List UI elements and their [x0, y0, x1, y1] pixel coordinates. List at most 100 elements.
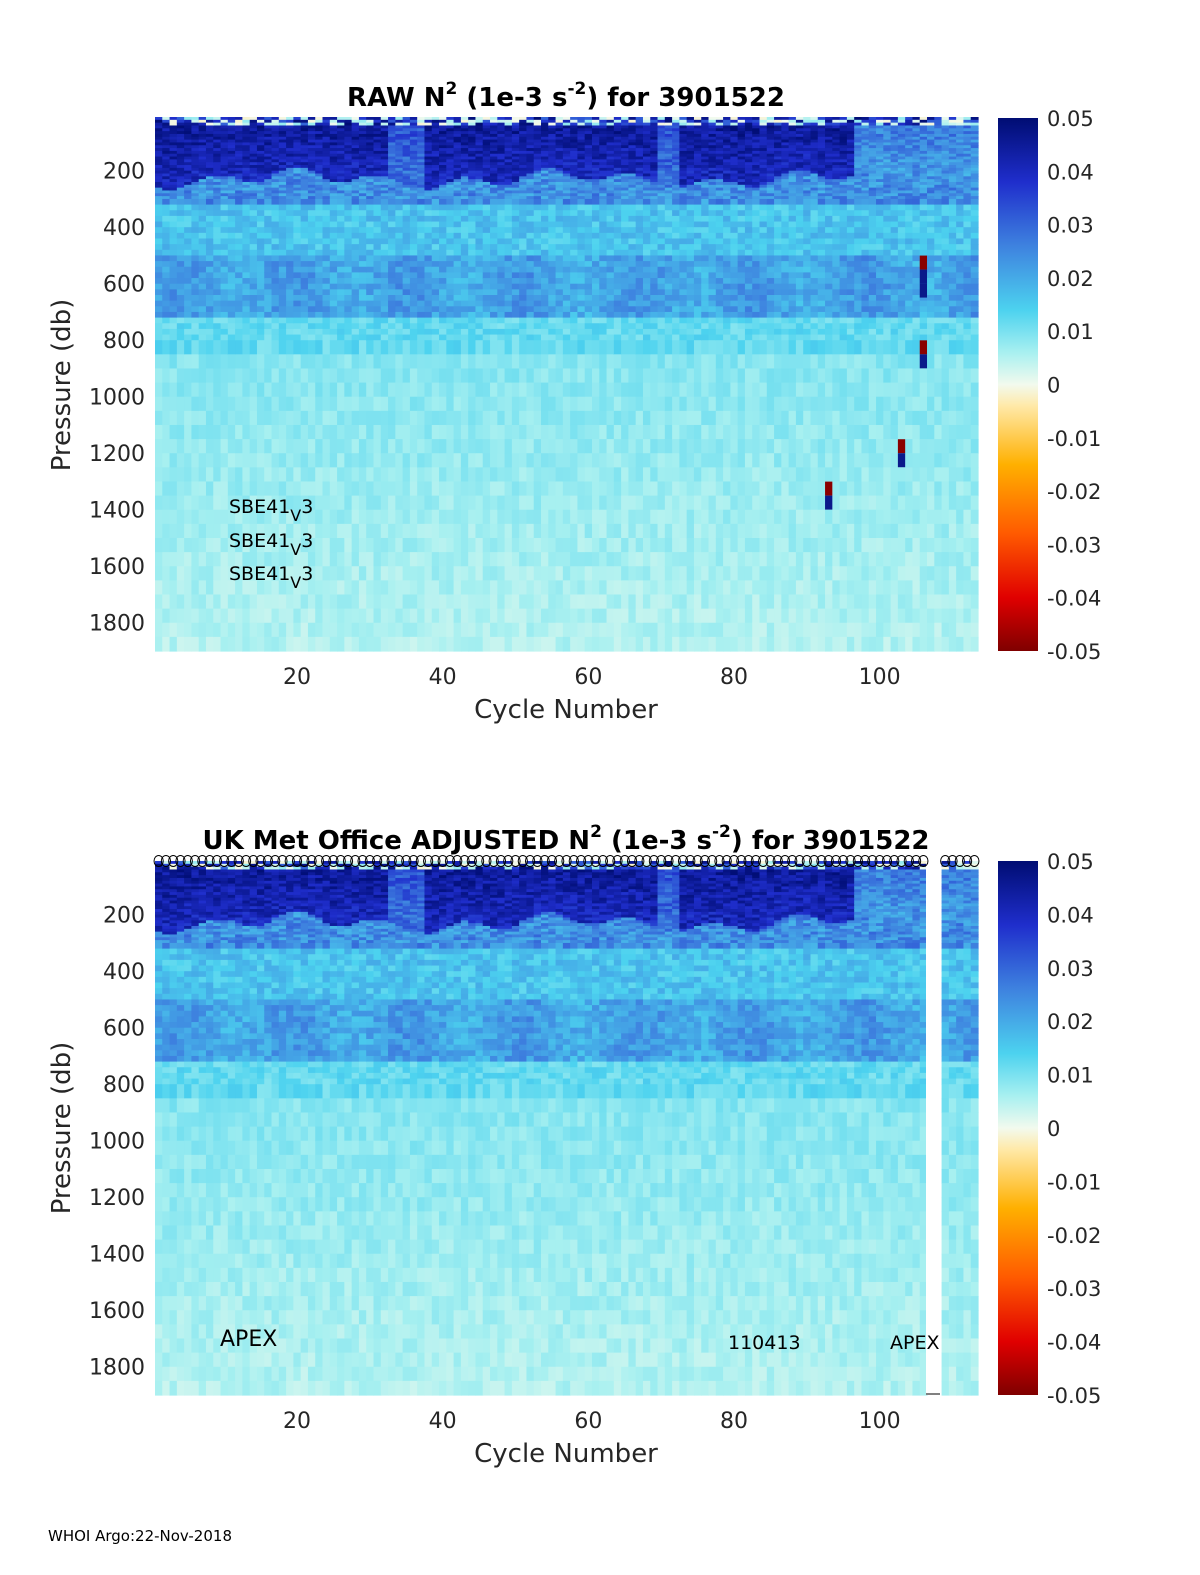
- heatmap-cell: [286, 198, 294, 206]
- heatmap-cell: [599, 176, 608, 180]
- heatmap-cell: [373, 537, 382, 553]
- heatmap-cell: [446, 396, 455, 412]
- heatmap-cell: [439, 396, 447, 412]
- heatmap-cell: [286, 128, 294, 132]
- heatmap-cell: [176, 128, 185, 132]
- heatmap-cell: [169, 306, 178, 313]
- heatmap-cell: [424, 317, 433, 324]
- heatmap-cell: [599, 117, 608, 121]
- heatmap-cell: [446, 210, 455, 217]
- heatmap-cell: [584, 204, 593, 211]
- heatmap-cell: [519, 622, 528, 638]
- heatmap-cell: [482, 552, 491, 567]
- heatmap-cell: [577, 210, 586, 217]
- heatmap-cell: [315, 198, 324, 206]
- heatmap-cell: [541, 156, 549, 160]
- heatmap-cell: [409, 481, 418, 497]
- heatmap-cell: [322, 238, 331, 245]
- heatmap-cell: [380, 117, 389, 121]
- heatmap-cell: [191, 204, 200, 211]
- heatmap-cell: [162, 311, 171, 319]
- heatmap-cell: [511, 142, 520, 146]
- heatmap-cell: [162, 636, 171, 652]
- heatmap-cell: [191, 142, 200, 146]
- heatmap-cell: [278, 187, 287, 192]
- heatmap-cell: [358, 170, 367, 175]
- heatmap-cell: [293, 368, 302, 384]
- heatmap-cell: [227, 295, 236, 302]
- heatmap-cell: [366, 170, 375, 175]
- heatmap-cell: [271, 221, 280, 228]
- heatmap-cell: [191, 481, 200, 497]
- heatmap-cell: [344, 334, 353, 341]
- heatmap-cell: [366, 198, 375, 206]
- heatmap-cell: [562, 179, 571, 183]
- heatmap-cell: [162, 184, 171, 189]
- heatmap-cell: [577, 165, 586, 169]
- heatmap-cell: [504, 552, 513, 567]
- heatmap-cell: [584, 410, 593, 426]
- heatmap-cell: [562, 156, 571, 160]
- heatmap-cell: [213, 139, 222, 144]
- heatmap-cell: [439, 150, 447, 155]
- heatmap-cell: [358, 119, 367, 124]
- heatmap-cell: [606, 221, 615, 228]
- heatmap-cell: [570, 179, 579, 183]
- heatmap-cell: [431, 244, 440, 251]
- heatmap-cell: [490, 190, 498, 194]
- heatmap-cell: [402, 306, 411, 313]
- heatmap-cell: [548, 261, 557, 268]
- heatmap-cell: [439, 139, 447, 144]
- heatmap-cell: [256, 495, 265, 511]
- heatmap-cell: [628, 165, 637, 169]
- heatmap-cell: [497, 176, 506, 180]
- heatmap-cell: [402, 193, 411, 197]
- heatmap-cell: [366, 495, 375, 511]
- heatmap-cell: [482, 145, 491, 149]
- heatmap-cell: [198, 566, 207, 581]
- heatmap-cell: [380, 566, 389, 581]
- heatmap-cell: [548, 354, 557, 370]
- heatmap-cell: [307, 136, 316, 141]
- heatmap-cell: [286, 382, 294, 398]
- heatmap-cell: [249, 289, 258, 296]
- heatmap-cell: [293, 594, 302, 610]
- heatmap-cell: [256, 221, 265, 228]
- heatmap-cell: [460, 119, 469, 124]
- heatmap-cell: [213, 136, 222, 141]
- heatmap-cell: [293, 184, 302, 189]
- heatmap-cell: [591, 323, 600, 330]
- heatmap-cell: [482, 136, 491, 141]
- heatmap-cell: [453, 238, 462, 245]
- heatmap-cell: [358, 184, 367, 189]
- heatmap-cell: [329, 382, 338, 398]
- heatmap-cell: [541, 148, 549, 152]
- heatmap-cell: [490, 261, 498, 268]
- heatmap-cell: [388, 306, 396, 313]
- heatmap-cell: [533, 566, 542, 581]
- heatmap-cell: [562, 227, 571, 234]
- heatmap-cell: [220, 453, 229, 468]
- heatmap-cell: [322, 289, 331, 296]
- heatmap-cell: [162, 139, 171, 144]
- heatmap-cell: [613, 266, 622, 273]
- heatmap-cell: [621, 117, 629, 121]
- heatmap-cell: [431, 453, 440, 468]
- heatmap-cell: [409, 187, 418, 192]
- heatmap-cell: [409, 117, 418, 121]
- heatmap-cell: [526, 317, 535, 324]
- heatmap-cell: [235, 552, 243, 567]
- heatmap-cell: [409, 266, 418, 273]
- heatmap-cell: [424, 181, 433, 186]
- heatmap-cell: [242, 167, 251, 172]
- heatmap-cell: [380, 283, 389, 290]
- heatmap-cell: [373, 179, 382, 183]
- heatmap-cell: [286, 190, 294, 194]
- heatmap-cell: [198, 221, 207, 228]
- heatmap-cell: [511, 136, 520, 141]
- heatmap-cell: [322, 221, 331, 228]
- heatmap-cell: [490, 509, 498, 525]
- heatmap-cell: [599, 424, 608, 440]
- heatmap-cell: [482, 162, 491, 166]
- heatmap-cell: [278, 238, 287, 245]
